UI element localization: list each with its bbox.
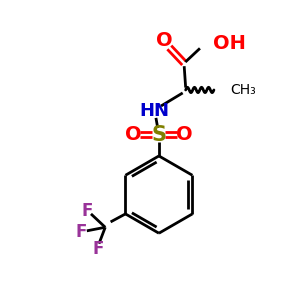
Text: O: O [125,125,142,144]
Text: S: S [152,124,166,145]
Text: O: O [156,32,172,50]
Text: OH: OH [213,34,246,52]
Text: HN: HN [140,102,169,120]
Text: CH₃: CH₃ [230,83,256,97]
Text: F: F [82,202,93,220]
Text: F: F [92,240,103,258]
Text: F: F [76,223,87,241]
Text: O: O [176,125,193,144]
